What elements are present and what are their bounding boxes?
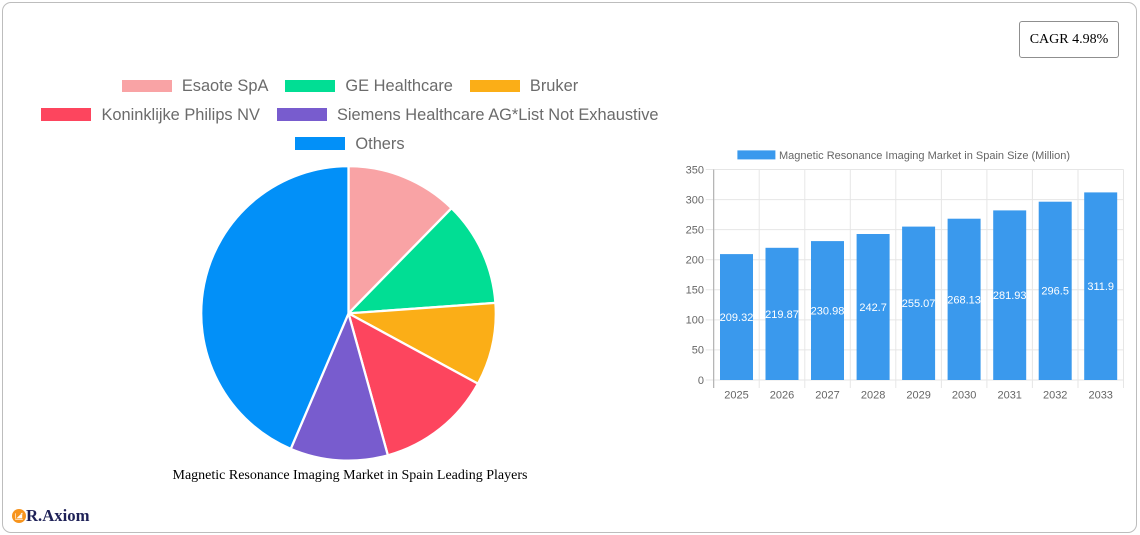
svg-text:209.32: 209.32 [720, 312, 754, 324]
svg-text:2025: 2025 [724, 390, 748, 402]
svg-text:300: 300 [686, 194, 704, 206]
svg-text:50: 50 [692, 345, 704, 357]
svg-text:2026: 2026 [770, 390, 794, 402]
svg-text:100: 100 [686, 315, 704, 327]
svg-text:250: 250 [686, 224, 704, 236]
svg-text:2031: 2031 [997, 390, 1021, 402]
svg-text:2027: 2027 [815, 390, 839, 402]
svg-text:150: 150 [686, 285, 704, 297]
svg-text:200: 200 [686, 255, 704, 267]
svg-text:2033: 2033 [1088, 390, 1112, 402]
svg-text:230.98: 230.98 [811, 305, 845, 317]
svg-text:242.7: 242.7 [859, 302, 887, 314]
svg-text:268.13: 268.13 [947, 294, 981, 306]
svg-text:2030: 2030 [952, 390, 976, 402]
svg-text:219.87: 219.87 [765, 309, 799, 321]
svg-text:2032: 2032 [1043, 390, 1067, 402]
svg-text:2028: 2028 [861, 390, 885, 402]
svg-text:255.07: 255.07 [902, 298, 936, 310]
svg-text:350: 350 [686, 164, 704, 176]
svg-text:296.5: 296.5 [1041, 286, 1069, 298]
svg-text:Magnetic Resonance Imaging Mar: Magnetic Resonance Imaging Market in Spa… [779, 150, 1070, 162]
svg-text:2029: 2029 [906, 390, 930, 402]
svg-text:281.93: 281.93 [993, 290, 1027, 302]
svg-text:311.9: 311.9 [1087, 281, 1114, 293]
svg-text:0: 0 [698, 375, 704, 387]
